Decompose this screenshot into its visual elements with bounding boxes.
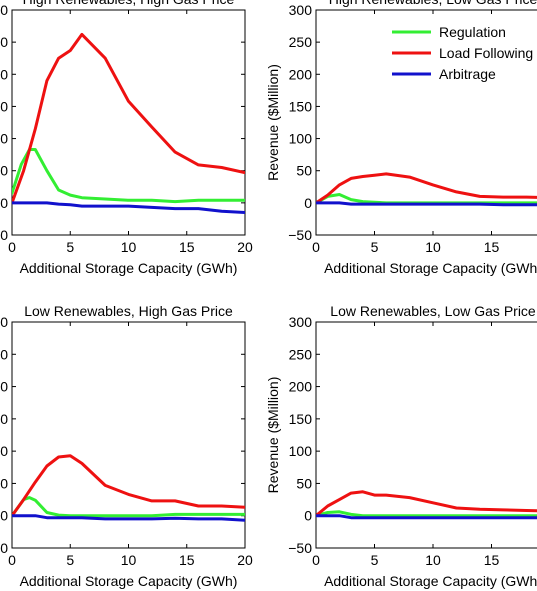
y-tick-label: 0 [0,195,8,211]
x-axis-label: Additional Storage Capacity (GWh) [324,573,537,589]
y-tick-label: 0 [0,131,8,147]
y-tick-label: 150 [289,411,313,427]
y-tick-label: 250 [289,34,313,50]
y-tick-label: 0 [304,195,312,211]
series-group [12,454,245,522]
chart-title: Low Renewables, Low Gas Price [330,303,536,319]
series-line-load-following [316,490,537,518]
x-tick-label: 0 [312,239,320,255]
series-line-arbitrage [316,514,537,520]
y-tick-label: 0 [0,443,8,459]
y-tick-label: 300 [289,314,313,330]
series-line-arbitrage [316,201,537,207]
y-tick-label: 0 [0,346,8,362]
x-axis-label: Additional Storage Capacity (GWh) [20,260,238,276]
series-line-regulation [12,148,245,204]
y-tick-label: 0 [0,379,8,395]
x-axis-label: Additional Storage Capacity (GWh) [324,260,537,276]
series-line-regulation [12,496,245,518]
x-tick-label: 15 [484,239,500,255]
y-tick-label: 0 [304,508,312,524]
y-axis-label: Revenue ($Million) [265,64,281,181]
y-tick-label: 100 [289,131,313,147]
series-group [12,32,245,214]
y-tick-label: −50 [288,227,312,243]
y-tick-label: 0 [0,314,8,330]
y-tick-label: 150 [289,98,313,114]
y-tick-label: 0 [0,2,8,18]
series-group [316,490,537,520]
x-tick-label: 0 [8,552,16,568]
x-tick-label: 0 [312,552,320,568]
series-line-arbitrage [12,514,245,522]
series-line-arbitrage [12,201,245,214]
y-tick-label: 0 [0,508,8,524]
series-line-load-following [12,454,245,518]
chart-title: High Renewables, High Gas Price [23,0,235,7]
x-tick-label: 5 [66,552,74,568]
y-tick-label: 250 [289,346,313,362]
series-line-load-following [12,32,245,205]
chart-panel-1: 0510152000000000High Renewables, High Ga… [0,0,253,276]
legend-label: Load Following [439,45,533,61]
x-tick-label: 20 [237,239,253,255]
y-tick-label: 0 [0,540,8,556]
legend-label: Regulation [439,24,506,40]
x-tick-label: 10 [121,552,137,568]
chart-title: High Renewables, Low Gas Price [329,0,537,7]
legend-label: Arbitrage [439,66,496,82]
legend: Regulation Load Following Arbitrage [392,24,533,82]
y-tick-label: 50 [296,475,312,491]
x-tick-label: 15 [179,239,195,255]
y-tick-label: 0 [0,66,8,82]
series-group [316,172,537,207]
y-tick-label: 0 [0,34,8,50]
y-tick-label: 0 [0,411,8,427]
chart-title: Low Renewables, High Gas Price [24,303,233,319]
x-axis-label: Additional Storage Capacity (GWh) [20,573,238,589]
series-line-load-following [316,172,537,205]
y-tick-label: 0 [0,475,8,491]
x-tick-label: 5 [371,239,379,255]
y-tick-label: 200 [289,66,313,82]
y-tick-label: 50 [296,163,312,179]
y-tick-label: 300 [289,2,313,18]
y-tick-label: 0 [0,227,8,243]
x-tick-label: 15 [179,552,195,568]
y-tick-label: 100 [289,443,313,459]
x-tick-label: 0 [8,239,16,255]
x-tick-label: 10 [121,239,137,255]
y-tick-label: 0 [0,98,8,114]
y-tick-label: 0 [0,163,8,179]
x-tick-label: 15 [484,552,500,568]
plot-frame [315,9,537,236]
x-tick-label: 10 [425,239,441,255]
x-tick-label: 5 [371,552,379,568]
x-tick-label: 10 [425,552,441,568]
y-tick-label: 200 [289,379,313,395]
y-axis-label: Revenue ($Million) [265,377,281,494]
y-tick-label: −50 [288,540,312,556]
x-tick-label: 5 [66,239,74,255]
x-tick-label: 20 [237,552,253,568]
series-line-regulation [316,510,537,518]
